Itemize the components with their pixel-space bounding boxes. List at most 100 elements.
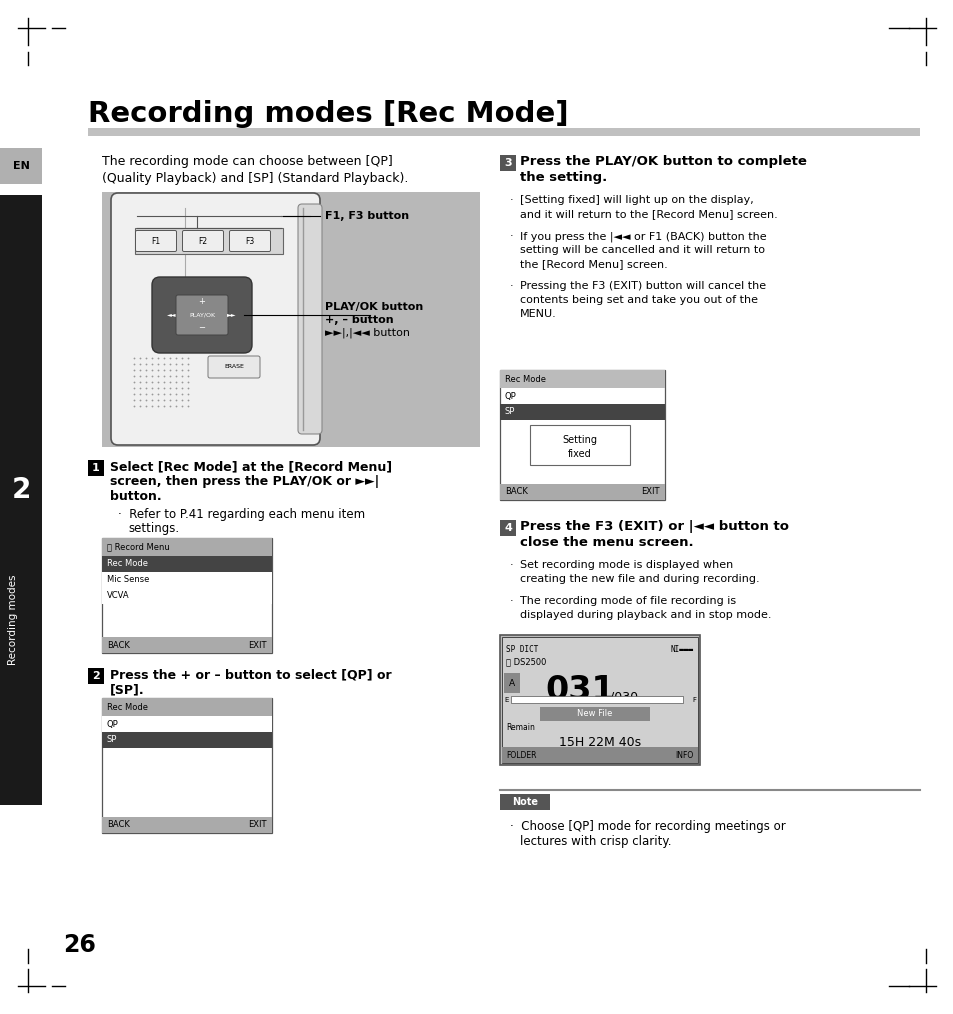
Bar — [503, 673, 519, 693]
Bar — [499, 404, 664, 420]
Text: ◄◄: ◄◄ — [167, 312, 176, 317]
Text: Press the PLAY/OK button to complete: Press the PLAY/OK button to complete — [519, 155, 806, 168]
Bar — [499, 484, 664, 500]
Text: Pressing the F3 (EXIT) button will cancel the: Pressing the F3 (EXIT) button will cance… — [519, 281, 765, 291]
Bar — [102, 698, 272, 716]
Bar — [530, 425, 629, 465]
Text: 26: 26 — [64, 933, 96, 957]
FancyBboxPatch shape — [111, 193, 319, 445]
Text: the [Record Menu] screen.: the [Record Menu] screen. — [519, 259, 667, 269]
Text: F3: F3 — [245, 236, 254, 245]
Bar — [88, 128, 919, 136]
Bar — [539, 707, 649, 721]
Text: contents being set and take you out of the: contents being set and take you out of t… — [519, 295, 758, 305]
Text: fixed: fixed — [568, 449, 591, 459]
Bar — [511, 696, 682, 703]
Text: Remain: Remain — [505, 723, 535, 731]
Bar — [102, 698, 272, 832]
Bar — [501, 747, 698, 763]
Bar — [135, 228, 283, 254]
Text: ·: · — [510, 281, 513, 291]
Text: screen, then press the PLAY/OK or ►►|: screen, then press the PLAY/OK or ►►| — [110, 475, 379, 488]
Text: 2: 2 — [92, 671, 100, 681]
Text: and it will return to the [Record Menu] screen.: and it will return to the [Record Menu] … — [519, 209, 777, 219]
Text: A: A — [508, 678, 515, 687]
Text: close the menu screen.: close the menu screen. — [519, 536, 693, 549]
Text: 4: 4 — [503, 523, 512, 533]
Bar — [0, 195, 42, 805]
Bar — [499, 635, 700, 765]
Text: ·: · — [510, 231, 513, 241]
Text: 031: 031 — [544, 673, 614, 707]
Text: F1, F3 button: F1, F3 button — [325, 211, 409, 221]
Text: The recording mode of file recording is: The recording mode of file recording is — [519, 596, 736, 606]
FancyBboxPatch shape — [152, 277, 252, 353]
Text: Rec Mode: Rec Mode — [107, 703, 148, 712]
Text: [SP].: [SP]. — [110, 683, 145, 696]
Text: PLAY/OK: PLAY/OK — [189, 312, 214, 317]
Text: ·  Refer to P.41 regarding each menu item: · Refer to P.41 regarding each menu item — [118, 508, 365, 521]
Text: EXIT: EXIT — [248, 641, 267, 650]
FancyBboxPatch shape — [182, 230, 223, 251]
Text: /030: /030 — [609, 691, 638, 704]
Text: Press the F3 (EXIT) or |◄◄ button to: Press the F3 (EXIT) or |◄◄ button to — [519, 520, 788, 533]
FancyBboxPatch shape — [297, 204, 322, 434]
Text: BACK: BACK — [107, 820, 130, 829]
Text: Note: Note — [512, 797, 537, 807]
Text: (Quality Playback) and [SP] (Standard Playback).: (Quality Playback) and [SP] (Standard Pl… — [102, 172, 408, 185]
Bar — [102, 588, 272, 604]
Text: +: + — [198, 297, 205, 306]
Text: button.: button. — [110, 490, 161, 503]
Text: ·  Choose [QP] mode for recording meetings or: · Choose [QP] mode for recording meeting… — [510, 820, 785, 832]
Text: 15H 22M 40s: 15H 22M 40s — [558, 735, 640, 748]
Text: Rec Mode: Rec Mode — [504, 374, 545, 383]
Text: INFO: INFO — [675, 750, 693, 759]
Text: EXIT: EXIT — [248, 820, 267, 829]
Text: displayed during playback and in stop mode.: displayed during playback and in stop mo… — [519, 610, 771, 620]
Bar — [102, 637, 272, 653]
FancyBboxPatch shape — [208, 356, 260, 378]
Bar — [102, 538, 272, 653]
Text: ·: · — [510, 560, 513, 570]
Text: ⌗ Record Menu: ⌗ Record Menu — [107, 542, 170, 552]
Text: settings.: settings. — [128, 522, 179, 535]
Text: F2: F2 — [198, 236, 208, 245]
Text: setting will be cancelled and it will return to: setting will be cancelled and it will re… — [519, 245, 764, 255]
Text: NI▬▬▬: NI▬▬▬ — [670, 645, 693, 653]
Text: SP: SP — [107, 735, 117, 744]
Bar — [499, 794, 550, 810]
Text: SP DICT: SP DICT — [505, 645, 537, 653]
Bar — [499, 520, 516, 536]
Text: Set recording mode is displayed when: Set recording mode is displayed when — [519, 560, 733, 570]
Text: BACK: BACK — [504, 488, 527, 497]
Bar — [102, 716, 272, 732]
Bar — [0, 148, 42, 184]
Bar — [102, 572, 272, 588]
Text: QP: QP — [107, 720, 118, 728]
Bar — [102, 817, 272, 832]
Text: −: − — [198, 323, 205, 333]
Text: New File: New File — [577, 710, 612, 719]
Bar — [499, 370, 664, 500]
Text: Rec Mode: Rec Mode — [107, 560, 148, 569]
Text: the setting.: the setting. — [519, 171, 607, 184]
Bar — [102, 538, 272, 556]
Text: +, – button: +, – button — [325, 315, 394, 325]
Text: FOLDER: FOLDER — [505, 750, 536, 759]
Text: ERASE: ERASE — [224, 364, 244, 369]
Bar — [88, 668, 104, 684]
Text: If you press the |◄◄ or F1 (BACK) button the: If you press the |◄◄ or F1 (BACK) button… — [519, 231, 766, 241]
Text: VCVA: VCVA — [107, 591, 130, 600]
Text: E: E — [503, 697, 508, 703]
Text: creating the new file and during recording.: creating the new file and during recordi… — [519, 574, 759, 584]
Bar — [102, 732, 272, 748]
Text: ⌗ DS2500: ⌗ DS2500 — [505, 657, 546, 666]
Bar — [499, 370, 664, 388]
Text: ·: · — [510, 195, 513, 205]
Text: ·: · — [510, 596, 513, 606]
FancyBboxPatch shape — [135, 230, 176, 251]
Text: SP: SP — [504, 408, 515, 417]
Bar — [102, 192, 479, 447]
Text: Select [Rec Mode] at the [Record Menu]: Select [Rec Mode] at the [Record Menu] — [110, 460, 392, 473]
Text: Recording modes: Recording modes — [8, 575, 18, 665]
